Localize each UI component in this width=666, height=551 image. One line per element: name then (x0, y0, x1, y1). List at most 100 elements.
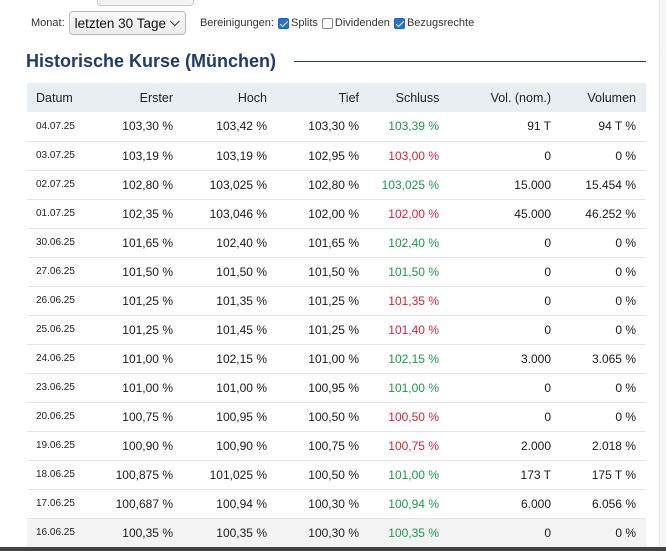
cell-close: 101,00 % (369, 373, 466, 402)
bereinigungen-label: Bereinigungen: (200, 17, 274, 29)
cell-vol-nom: 0 (466, 257, 561, 286)
cell-vol-nom: 2.000 (466, 431, 561, 460)
splits-checkbox[interactable]: Splits (278, 17, 318, 29)
cell-date: 30.06.25 (27, 228, 99, 257)
table-row: 27.06.25 101,50 % 101,50 % 101,50 % 101,50 %… (27, 257, 646, 286)
col-header-vol-nom[interactable]: Vol. (nom.) (466, 83, 561, 112)
cell-open: 101,00 % (99, 344, 183, 373)
bezugsrechte-label: Bezugsrechte (407, 17, 474, 29)
dividenden-checkbox[interactable]: Dividenden (322, 17, 390, 29)
bottom-edge (0, 547, 666, 551)
cell-low: 101,00 % (277, 344, 369, 373)
cell-high: 101,025 % (183, 460, 277, 489)
cell-volume: 94 T % (561, 112, 646, 141)
col-header-schluss[interactable]: Schluss (369, 83, 466, 112)
table-row: 02.07.25 102,80 % 103,025 % 102,80 % 103,025… (27, 170, 646, 199)
close-value: 100,94 % (388, 497, 466, 511)
cell-vol-nom: 0 (466, 518, 561, 547)
dividenden-check-icon[interactable] (322, 18, 333, 29)
cell-low: 101,50 % (277, 257, 369, 286)
cell-high: 103,19 % (183, 141, 277, 170)
bezugsrechte-check-icon[interactable] (394, 18, 405, 29)
cell-high: 100,90 % (183, 431, 277, 460)
dividenden-label: Dividenden (335, 17, 390, 29)
col-header-erster[interactable]: Erster (99, 83, 183, 112)
cell-high: 103,025 % (183, 170, 277, 199)
cell-close: 102,40 % (369, 228, 466, 257)
close-value: 103,00 % (388, 149, 466, 163)
close-value: 102,40 % (388, 236, 466, 250)
cell-date: 02.07.25 (27, 170, 99, 199)
cell-low: 101,25 % (277, 315, 369, 344)
cell-low: 102,95 % (277, 141, 369, 170)
cell-volume: 0 % (561, 286, 646, 315)
col-header-hoch[interactable]: Hoch (183, 83, 277, 112)
section-header: Historische Kurse (München) (26, 48, 646, 74)
cell-date: 18.06.25 (27, 460, 99, 489)
cell-volume: 6.056 % (561, 489, 646, 518)
table-row: 25.06.25 101,25 % 101,45 % 101,25 % 101,40 %… (27, 315, 646, 344)
cell-low: 101,65 % (277, 228, 369, 257)
monat-label: Monat: (31, 17, 65, 29)
cell-open: 100,687 % (99, 489, 183, 518)
cell-close: 101,35 % (369, 286, 466, 315)
cell-date: 01.07.25 (27, 199, 99, 228)
heading-divider (294, 61, 646, 62)
cell-open: 100,90 % (99, 431, 183, 460)
filter-controls: Monat: letzten 30 Tage Bereinigungen: Sp… (31, 10, 478, 36)
cell-vol-nom: 45.000 (466, 199, 561, 228)
cell-close: 102,00 % (369, 199, 466, 228)
cell-date: 23.06.25 (27, 373, 99, 402)
table-body: 04.07.25 103,30 % 103,42 % 103,30 % 103,39 %… (27, 112, 646, 547)
cell-close: 101,40 % (369, 315, 466, 344)
col-header-volumen[interactable]: Volumen (561, 83, 646, 112)
cell-date: 26.06.25 (27, 286, 99, 315)
cell-close: 102,15 % (369, 344, 466, 373)
cell-volume: 0 % (561, 141, 646, 170)
historical-prices-table: Datum Erster Hoch Tief Schluss Vol. (nom… (27, 83, 646, 548)
cell-vol-nom: 0 (466, 286, 561, 315)
cell-open: 100,75 % (99, 402, 183, 431)
table-row: 17.06.25 100,687 % 100,94 % 100,30 % 100,94 … (27, 489, 646, 518)
cell-volume: 15.454 % (561, 170, 646, 199)
cell-vol-nom: 0 (466, 141, 561, 170)
cell-volume: 0 % (561, 257, 646, 286)
cell-vol-nom: 0 (466, 373, 561, 402)
cell-open: 101,00 % (99, 373, 183, 402)
col-header-datum[interactable]: Datum (27, 83, 99, 112)
close-value: 103,025 % (382, 178, 466, 192)
monat-select[interactable]: letzten 30 Tage (69, 11, 186, 35)
cell-vol-nom: 0 (466, 228, 561, 257)
cell-low: 103,30 % (277, 112, 369, 141)
cell-volume: 175 T % (561, 460, 646, 489)
cell-close: 101,00 % (369, 460, 466, 489)
cell-low: 100,95 % (277, 373, 369, 402)
cell-open: 100,35 % (99, 518, 183, 547)
table-header-row: Datum Erster Hoch Tief Schluss Vol. (nom… (27, 83, 646, 112)
col-header-tief[interactable]: Tief (277, 83, 369, 112)
bezugsrechte-checkbox[interactable]: Bezugsrechte (394, 17, 474, 29)
table-row: 18.06.25 100,875 % 101,025 % 100,50 % 101,00… (27, 460, 646, 489)
cell-open: 101,50 % (99, 257, 183, 286)
splits-check-icon[interactable] (278, 18, 289, 29)
cell-vol-nom: 6.000 (466, 489, 561, 518)
cell-volume: 46.252 % (561, 199, 646, 228)
close-value: 101,00 % (388, 468, 466, 482)
cell-vol-nom: 173 T (466, 460, 561, 489)
cell-volume: 0 % (561, 402, 646, 431)
cell-date: 19.06.25 (27, 431, 99, 460)
table-row: 20.06.25 100,75 % 100,95 % 100,50 % 100,50 %… (27, 402, 646, 431)
close-value: 102,00 % (388, 207, 466, 221)
chevron-down-icon (170, 16, 180, 26)
table-row: 26.06.25 101,25 % 101,35 % 101,25 % 101,35 %… (27, 286, 646, 315)
cell-close: 103,00 % (369, 141, 466, 170)
scrollbar-track[interactable] (659, 0, 666, 551)
cell-low: 100,50 % (277, 460, 369, 489)
cell-open: 101,65 % (99, 228, 183, 257)
cell-high: 100,94 % (183, 489, 277, 518)
table-row: 16.06.25 100,35 % 100,35 % 100,30 % 100,35 %… (27, 518, 646, 547)
cut-off-select[interactable] (97, 0, 194, 6)
cell-high: 102,40 % (183, 228, 277, 257)
cell-volume: 3.065 % (561, 344, 646, 373)
cell-close: 101,50 % (369, 257, 466, 286)
